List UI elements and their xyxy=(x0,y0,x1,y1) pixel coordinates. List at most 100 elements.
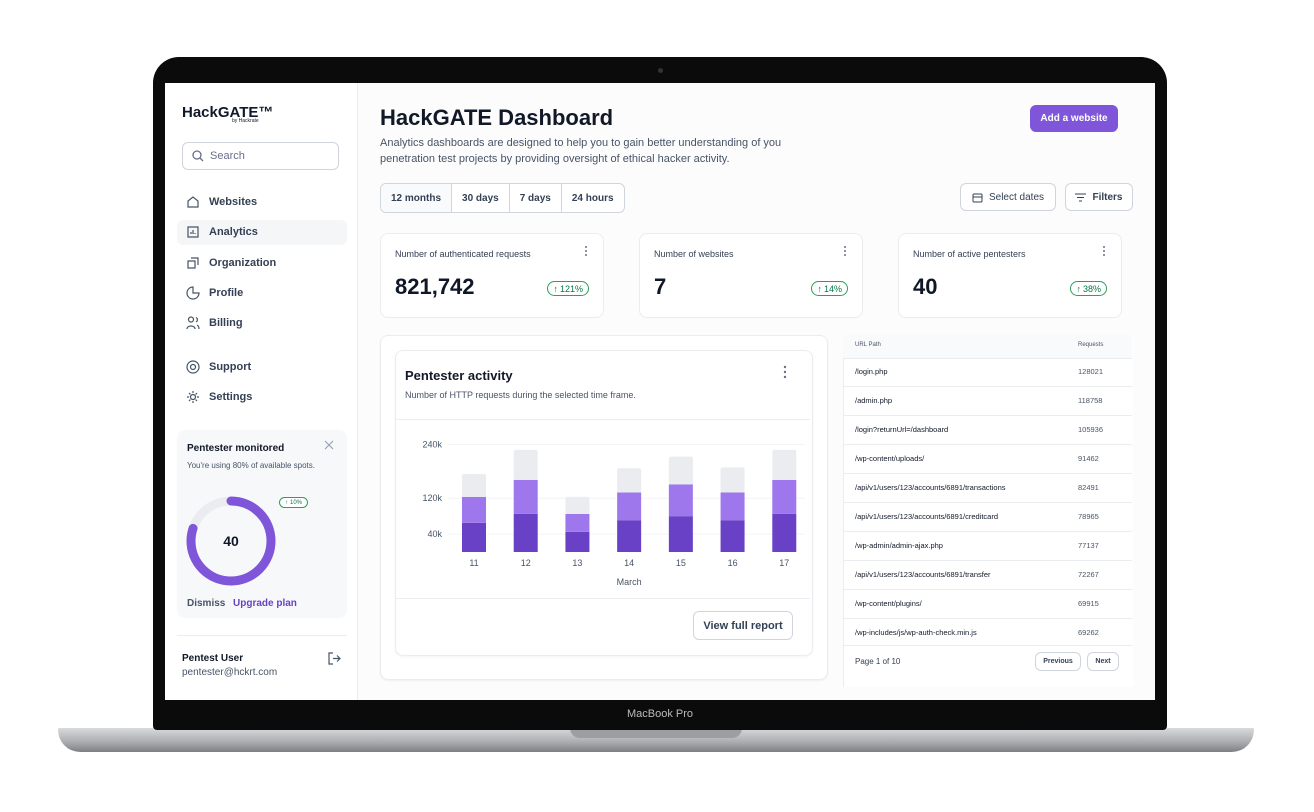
icon-path xyxy=(187,226,199,238)
menu-icon[interactable] xyxy=(1102,245,1106,257)
select-dates-text: Select dates xyxy=(988,191,1045,203)
nav-item[interactable]: Organization xyxy=(209,256,277,269)
dot xyxy=(1103,250,1105,252)
bar-segment xyxy=(513,449,538,480)
x-tick-label: 15 xyxy=(676,558,686,568)
range-tab[interactable]: 7 days xyxy=(508,184,561,212)
gauge: 40 xyxy=(186,496,276,586)
column-header: Requests xyxy=(1078,342,1104,348)
search-icon xyxy=(192,150,204,162)
stat-badge: ↑ 14% xyxy=(811,281,848,296)
chart: 240k 120k 40k 11 12 13 14 15 16 17 March xyxy=(422,439,805,587)
brand: HackGATE™ xyxy=(182,104,274,121)
x-tick-label: 11 xyxy=(469,558,478,568)
nav-item[interactable]: Websites xyxy=(209,196,258,208)
stat-label: Number of active pentesters xyxy=(913,249,1026,259)
table-cell: 78965 xyxy=(1078,512,1099,521)
icon-path xyxy=(186,360,200,374)
nav-icon xyxy=(187,256,199,269)
add-website-button[interactable]: Add a website xyxy=(1030,105,1118,132)
nav-item[interactable]: Support xyxy=(209,361,252,373)
range-tab[interactable]: 12 months xyxy=(381,184,452,212)
nav-item[interactable]: Analytics xyxy=(209,226,258,239)
user-name: Pentest User xyxy=(182,653,244,664)
nav-item[interactable]: Settings xyxy=(209,391,253,403)
dot xyxy=(585,250,587,252)
row-divider xyxy=(843,444,1132,445)
stat-badge: ↑ 38% xyxy=(1070,281,1107,296)
icon-path xyxy=(187,256,199,269)
row-divider xyxy=(843,618,1132,619)
table-cell: /api/v1/users/123/accounts/6891/transact… xyxy=(855,483,1006,492)
promo-badge-text: 10% xyxy=(290,499,303,506)
dot xyxy=(585,246,587,248)
icon-path xyxy=(187,391,199,403)
table-header-bg xyxy=(843,335,1132,359)
x-tick-label: 12 xyxy=(521,558,531,568)
table-cell: /wp-includes/js/wp-auth-check.min.js xyxy=(855,628,977,637)
gauge-arc xyxy=(186,496,276,586)
range-tabs: 12 months 30 days 7 days 24 hours xyxy=(380,183,625,213)
row-divider xyxy=(843,589,1132,590)
brand-sub: by Hackrate xyxy=(232,118,259,124)
table-cell: 69262 xyxy=(1078,628,1099,637)
user-email: pentester@hckrt.com xyxy=(182,667,278,678)
previous-button[interactable]: Previous xyxy=(1035,652,1081,671)
y-tick-label: 240k xyxy=(422,439,442,449)
nav-item[interactable]: Billing xyxy=(209,317,243,330)
menu-icon[interactable] xyxy=(843,245,847,257)
table-cell: /wp-admin/admin-ajax.php xyxy=(855,541,943,550)
logout-icon[interactable] xyxy=(328,652,341,665)
filters-button[interactable]: Filters xyxy=(1065,183,1133,211)
dot xyxy=(844,246,846,248)
x-tick-label: 17 xyxy=(779,558,789,568)
bar-segment xyxy=(720,492,745,521)
table-cell: 82491 xyxy=(1078,483,1099,492)
table-cell: 105936 xyxy=(1078,425,1104,434)
bar-segment xyxy=(462,496,486,523)
menu-icon[interactable] xyxy=(584,245,588,257)
bar-segment xyxy=(617,492,642,521)
nav-icon xyxy=(187,196,199,208)
row-divider xyxy=(843,386,1132,387)
close-icon[interactable] xyxy=(324,440,334,450)
table-cell: 118758 xyxy=(1078,396,1103,405)
search-box[interactable] xyxy=(182,142,339,170)
dot xyxy=(1103,246,1105,248)
row-divider xyxy=(843,415,1132,416)
x-axis-label: March xyxy=(617,577,642,587)
range-tab[interactable]: 30 days xyxy=(451,184,509,212)
table-cell: /login?returnUrl=/dashboard xyxy=(855,425,949,434)
table-cell: 69915 xyxy=(1078,599,1099,608)
chart-title: Pentester activity xyxy=(405,368,513,383)
next-button[interactable]: Next xyxy=(1087,652,1119,671)
select-dates-button[interactable]: Select dates xyxy=(960,183,1056,211)
calendar-icon xyxy=(972,193,983,202)
dismiss-link[interactable]: Dismiss xyxy=(187,598,226,609)
bar-segment xyxy=(668,456,693,485)
table-cell: 72267 xyxy=(1078,570,1099,579)
menu-icon[interactable] xyxy=(782,365,788,379)
bar-segment xyxy=(565,496,590,514)
view-report-button[interactable]: View full report xyxy=(693,611,793,640)
range-tab[interactable]: 24 hours xyxy=(560,184,624,212)
bar-segment xyxy=(462,522,486,552)
stat-change: 38% xyxy=(1082,283,1101,294)
bar-segment xyxy=(772,513,797,552)
stat-change: 121% xyxy=(559,283,583,294)
bar-segment xyxy=(772,479,797,514)
arrow-icon: ↑ xyxy=(1076,283,1081,294)
table-cell: /wp-content/uploads/ xyxy=(855,454,925,463)
device-label: MacBook Pro xyxy=(626,708,694,720)
divider xyxy=(177,635,347,636)
table-cell: 91462 xyxy=(1078,454,1099,463)
x-tick-label: 13 xyxy=(572,558,582,568)
upgrade-link[interactable]: Upgrade plan xyxy=(233,598,297,609)
table-cell: 128021 xyxy=(1078,367,1104,376)
bar-segment xyxy=(513,479,538,514)
stat-value: 821,742 xyxy=(395,274,475,299)
bar-segment xyxy=(513,513,538,552)
bar-segment xyxy=(617,520,642,552)
nav-item[interactable]: Profile xyxy=(209,286,244,299)
